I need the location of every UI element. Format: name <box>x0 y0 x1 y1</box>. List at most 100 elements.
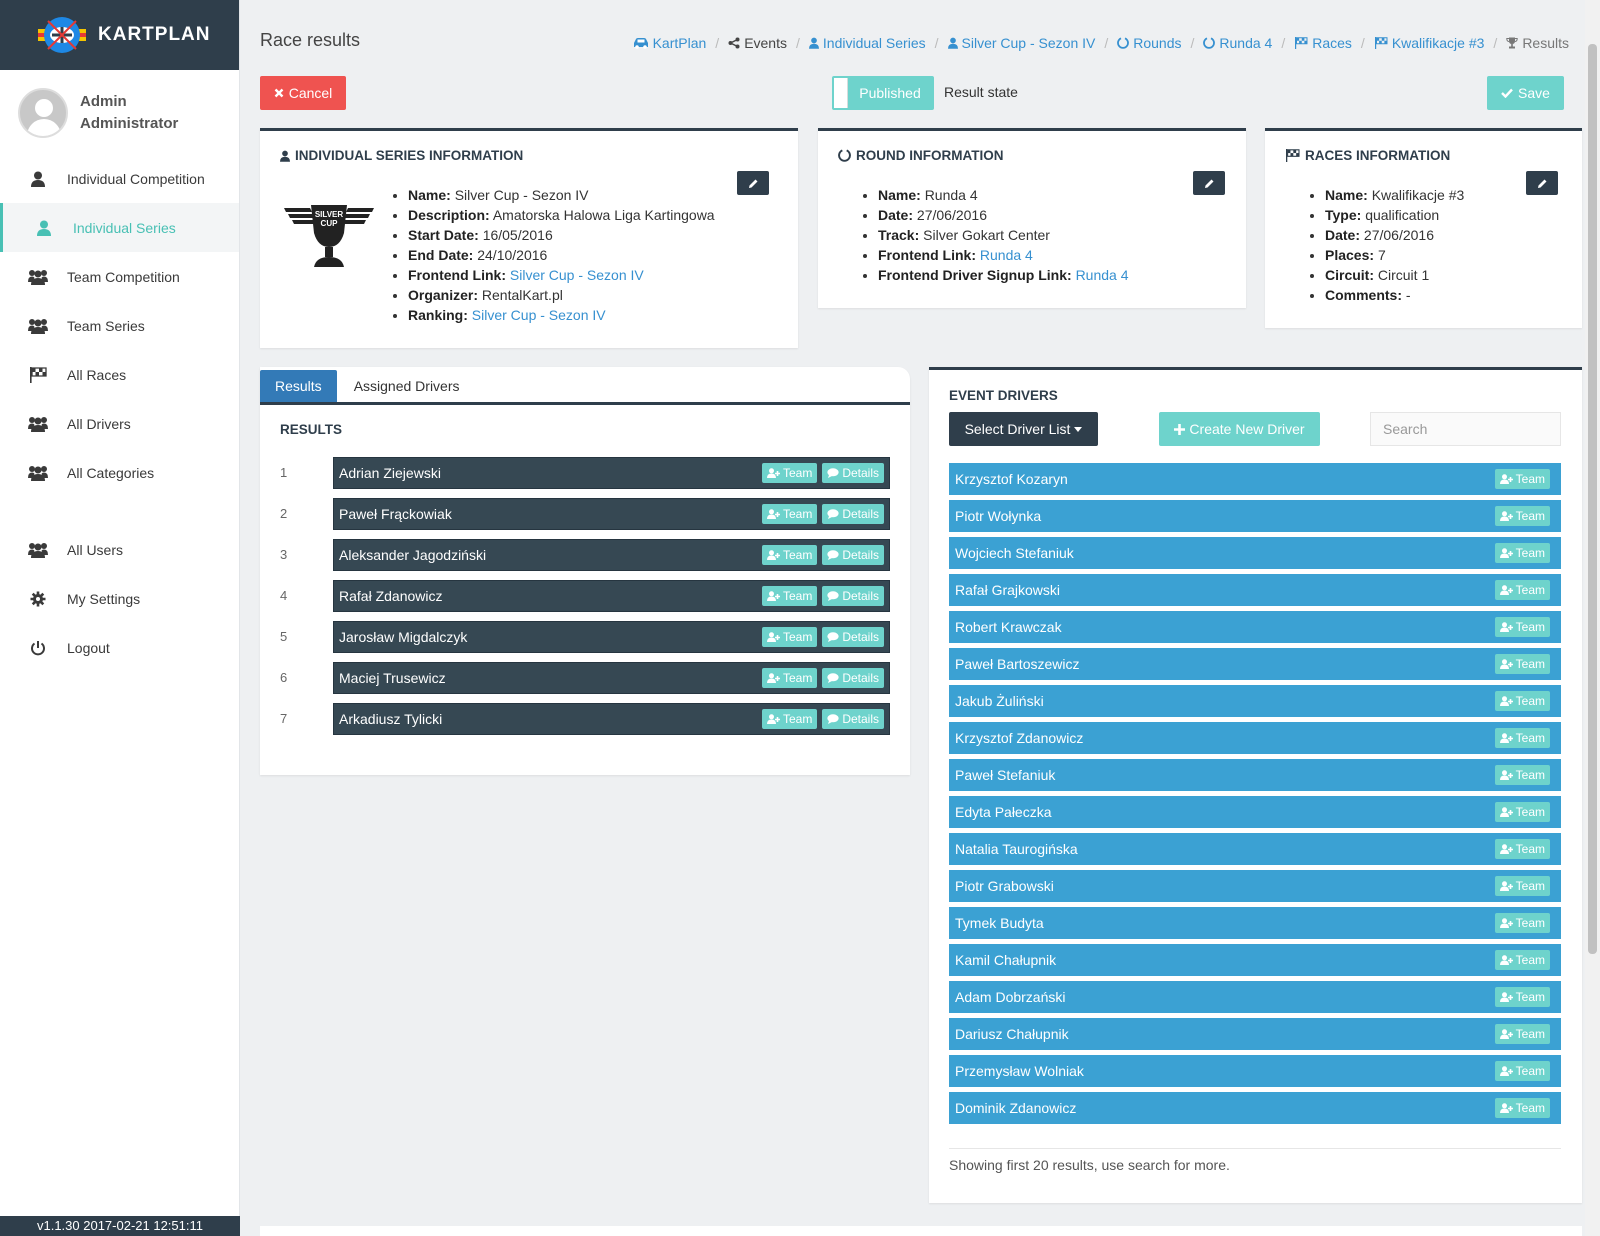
ranking-link[interactable]: Silver Cup - Sezon IV <box>471 307 606 323</box>
team-button[interactable]: Team <box>1494 1061 1550 1081</box>
team-button[interactable]: Team <box>761 463 818 483</box>
sidebar-item-all-users[interactable]: All Users <box>0 525 239 574</box>
breadcrumb-series-name[interactable]: Silver Cup - Sezon IV <box>947 35 1095 51</box>
result-state-toggle[interactable]: Published <box>832 76 934 110</box>
sidebar-item-team-competition[interactable]: Team Competition <box>0 252 239 301</box>
details-button[interactable]: Details <box>822 668 884 688</box>
team-button[interactable]: Team <box>761 668 818 688</box>
breadcrumb-races[interactable]: Races <box>1294 35 1352 51</box>
team-button[interactable]: Team <box>761 627 818 647</box>
result-driver-bar[interactable]: Aleksander Jagodziński Team Details <box>333 539 890 571</box>
scrollbar-thumb[interactable] <box>1588 44 1597 954</box>
team-button[interactable]: Team <box>1494 617 1550 637</box>
driver-row[interactable]: Rafał Grajkowski Team <box>949 574 1561 606</box>
breadcrumb-individual-series[interactable]: Individual Series <box>808 35 926 51</box>
tab-assigned-drivers[interactable]: Assigned Drivers <box>353 378 460 394</box>
breadcrumb-kartplan[interactable]: KartPlan <box>633 35 706 51</box>
driver-row[interactable]: Krzysztof Kozaryn Team <box>949 463 1561 495</box>
team-button[interactable]: Team <box>1494 654 1550 674</box>
sidebar-item-individual-competition[interactable]: Individual Competition <box>0 154 239 203</box>
driver-row[interactable]: Robert Krawczak Team <box>949 611 1561 643</box>
details-button[interactable]: Details <box>822 709 884 729</box>
team-button[interactable]: Team <box>761 586 818 606</box>
driver-row[interactable]: Krzysztof Zdanowicz Team <box>949 722 1561 754</box>
team-button[interactable]: Team <box>1494 506 1550 526</box>
sidebar-item-individual-series[interactable]: Individual Series <box>0 203 239 252</box>
driver-row[interactable]: Piotr Wołynka Team <box>949 500 1561 532</box>
user-profile[interactable]: Admin Administrator <box>0 70 239 152</box>
sidebar-item-my-settings[interactable]: My Settings <box>0 574 239 623</box>
result-driver-bar[interactable]: Paweł Frąckowiak Team Details <box>333 498 890 530</box>
sidebar-item-all-categories[interactable]: All Categories <box>0 448 239 497</box>
team-button[interactable]: Team <box>1494 950 1550 970</box>
team-button[interactable]: Team <box>1494 876 1550 896</box>
details-button[interactable]: Details <box>822 463 884 483</box>
breadcrumb-events[interactable]: Events <box>728 35 787 51</box>
details-button[interactable]: Details <box>822 627 884 647</box>
details-button[interactable]: Details <box>822 504 884 524</box>
edit-race-button[interactable] <box>1526 171 1558 195</box>
details-button[interactable]: Details <box>822 545 884 565</box>
team-button[interactable]: Team <box>1494 691 1550 711</box>
result-driver-bar[interactable]: Maciej Trusewicz Team Details <box>333 662 890 694</box>
team-button[interactable]: Team <box>1494 469 1550 489</box>
result-driver-bar[interactable]: Arkadiusz Tylicki Team Details <box>333 703 890 735</box>
team-button[interactable]: Team <box>1494 913 1550 933</box>
round-frontend-link[interactable]: Runda 4 <box>979 247 1033 263</box>
result-driver-bar[interactable]: Jarosław Migdalczyk Team Details <box>333 621 890 653</box>
cancel-button[interactable]: Cancel <box>260 76 346 110</box>
create-new-driver-button[interactable]: Create New Driver <box>1159 412 1320 446</box>
sidebar-item-logout[interactable]: Logout <box>0 623 239 672</box>
driver-row[interactable]: Paweł Bartoszewicz Team <box>949 648 1561 680</box>
sidebar-item-team-series[interactable]: Team Series <box>0 301 239 350</box>
driver-row[interactable]: Natalia Taurogińska Team <box>949 833 1561 865</box>
breadcrumb-separator: / <box>934 35 939 51</box>
team-button[interactable]: Team <box>1494 987 1550 1007</box>
team-button[interactable]: Team <box>761 504 818 524</box>
driver-signup-link[interactable]: Runda 4 <box>1075 267 1129 283</box>
team-button[interactable]: Team <box>1494 1098 1550 1118</box>
team-button[interactable]: Team <box>1494 802 1550 822</box>
driver-name: Rafał Grajkowski <box>955 582 1061 598</box>
edit-round-button[interactable] <box>1193 171 1225 195</box>
driver-row[interactable]: Przemysław Wolniak Team <box>949 1055 1561 1087</box>
driver-row[interactable]: Kamil Chałupnik Team <box>949 944 1561 976</box>
team-button[interactable]: Team <box>1494 543 1550 563</box>
brand-header[interactable]: KARTPLAN <box>0 0 239 70</box>
driver-row[interactable]: Piotr Grabowski Team <box>949 870 1561 902</box>
result-driver-name: Arkadiusz Tylicki <box>339 711 443 727</box>
driver-row[interactable]: Edyta Pałeczka Team <box>949 796 1561 828</box>
sidebar-item-all-races[interactable]: All Races <box>0 350 239 399</box>
driver-search-input[interactable] <box>1370 412 1561 446</box>
team-button[interactable]: Team <box>1494 839 1550 859</box>
select-driver-list-button[interactable]: Select Driver List <box>949 412 1098 446</box>
breadcrumb-race-name[interactable]: Kwalifikacje #3 <box>1374 35 1484 51</box>
team-button[interactable]: Team <box>1494 765 1550 785</box>
team-button[interactable]: Team <box>761 709 818 729</box>
tab-results[interactable]: Results <box>260 370 337 402</box>
team-button[interactable]: Team <box>1494 728 1550 748</box>
breadcrumb-rounds[interactable]: Rounds <box>1117 35 1182 51</box>
driver-row[interactable]: Dariusz Chałupnik Team <box>949 1018 1561 1050</box>
driver-row[interactable]: Wojciech Stefaniuk Team <box>949 537 1561 569</box>
page-scrollbar[interactable] <box>1585 0 1600 1236</box>
details-button[interactable]: Details <box>822 586 884 606</box>
driver-row[interactable]: Adam Dobrzański Team <box>949 981 1561 1013</box>
driver-row[interactable]: Tymek Budyta Team <box>949 907 1561 939</box>
user-name: Admin Administrator <box>80 93 179 132</box>
driver-row[interactable]: Dominik Zdanowicz Team <box>949 1092 1561 1124</box>
checkered-flag-icon <box>28 366 48 384</box>
driver-row[interactable]: Paweł Stefaniuk Team <box>949 759 1561 791</box>
sidebar-item-all-drivers[interactable]: All Drivers <box>0 399 239 448</box>
save-button[interactable]: Save <box>1487 76 1564 110</box>
edit-series-button[interactable] <box>737 171 769 195</box>
breadcrumb-round-name[interactable]: Runda 4 <box>1203 35 1272 51</box>
team-button[interactable]: Team <box>761 545 818 565</box>
result-driver-bar[interactable]: Rafał Zdanowicz Team Details <box>333 580 890 612</box>
frontend-link[interactable]: Silver Cup - Sezon IV <box>509 267 644 283</box>
result-driver-bar[interactable]: Adrian Ziejewski Team Details <box>333 457 890 489</box>
team-button[interactable]: Team <box>1494 580 1550 600</box>
driver-row[interactable]: Jakub Żuliński Team <box>949 685 1561 717</box>
team-button[interactable]: Team <box>1494 1024 1550 1044</box>
user-plus-icon <box>1499 474 1513 484</box>
